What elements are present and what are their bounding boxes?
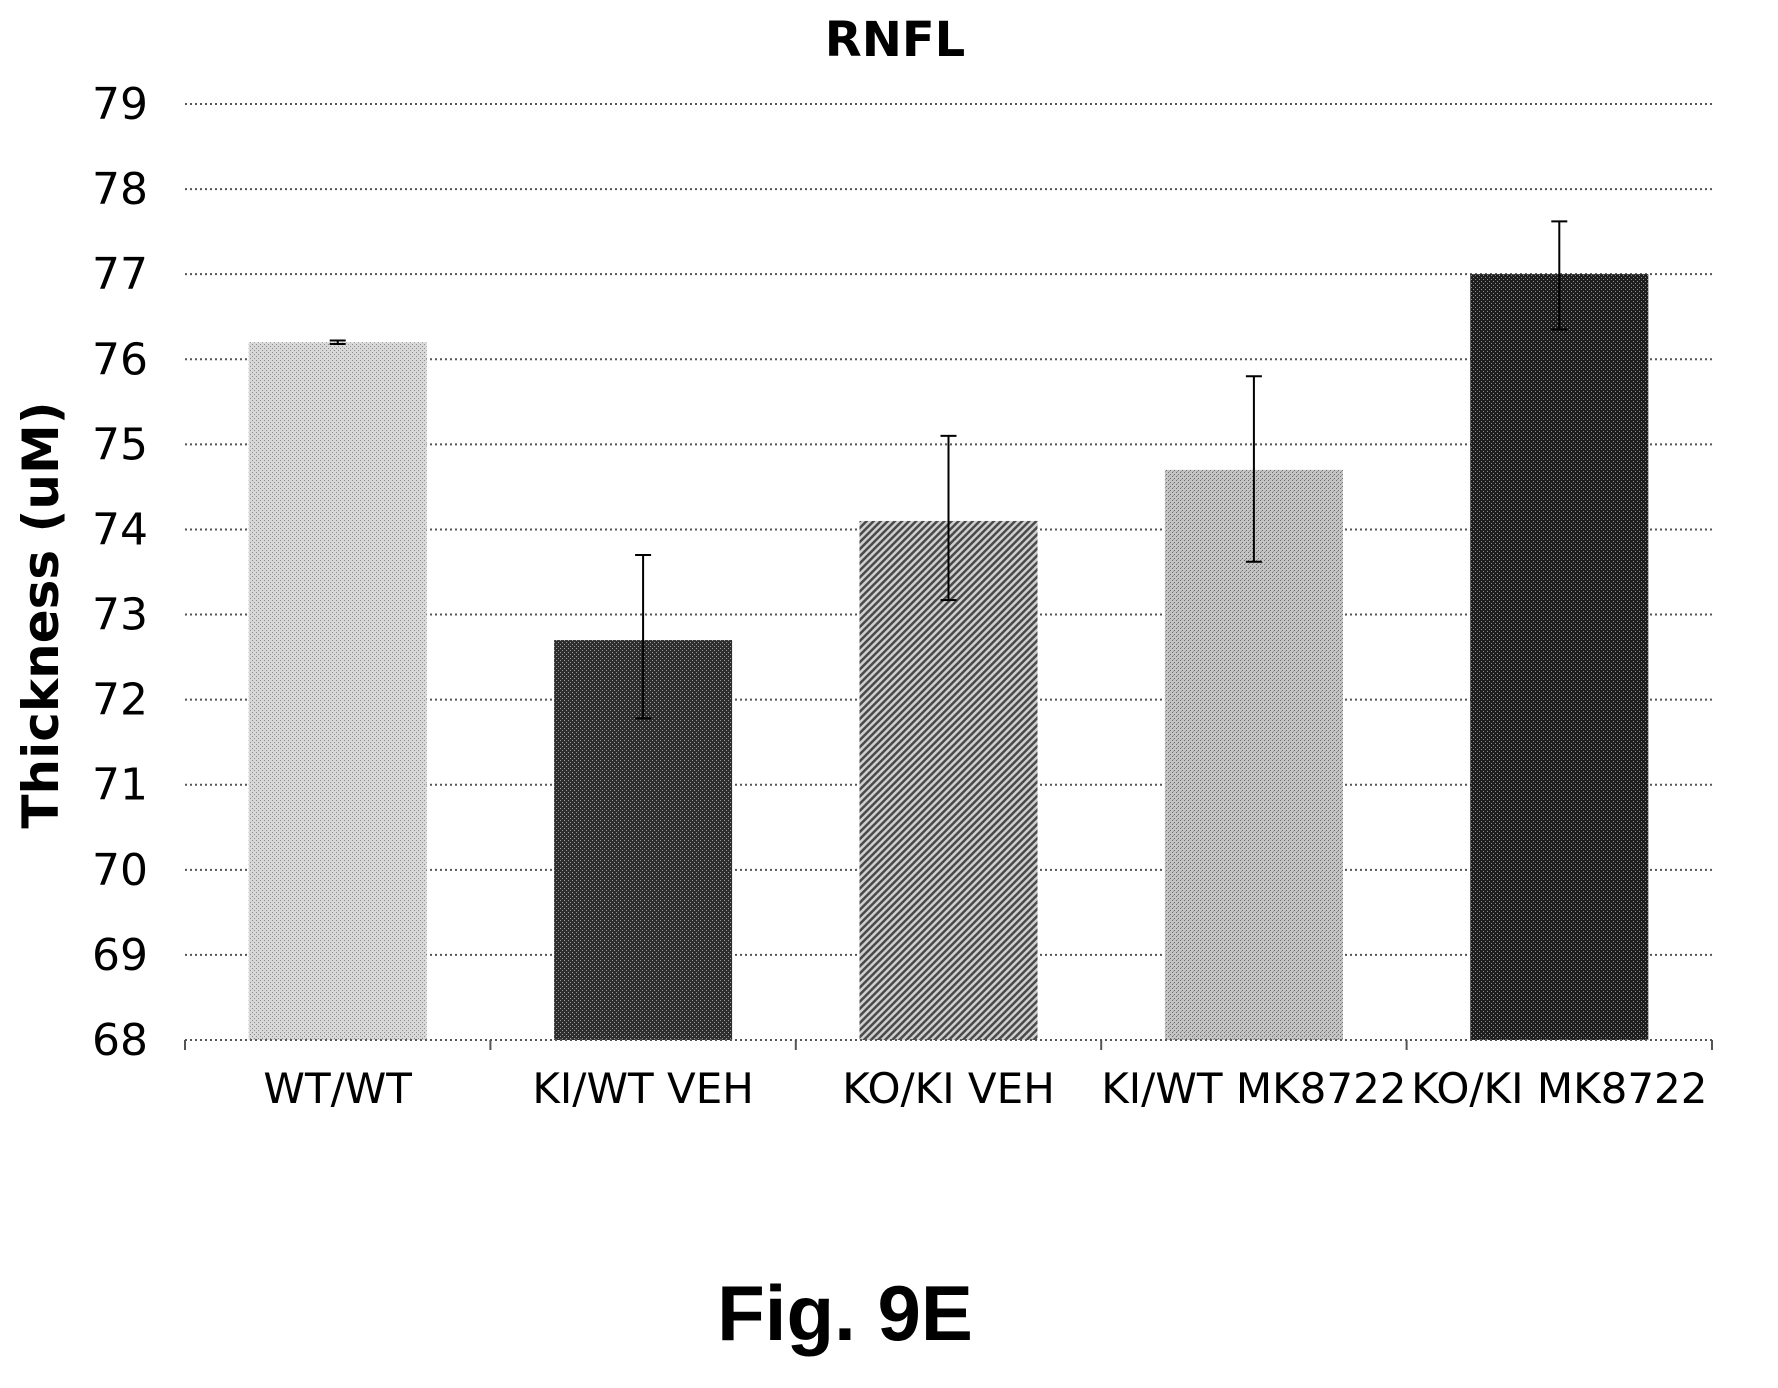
category-labels: WT/WT KI/WT VEH KO/KI VEH KI/WT MK8722 KO/KI…	[263, 1064, 1707, 1113]
y-tick-label: 72	[92, 675, 148, 726]
bar-4	[1470, 274, 1649, 1040]
category-label: KI/WT VEH	[532, 1064, 753, 1113]
y-tick-label: 71	[92, 760, 148, 811]
bar-3	[1164, 469, 1343, 1041]
bar-2	[859, 520, 1038, 1040]
y-tick-labels: 68 69 70 71 72 73 74 75 76 77 78 79	[92, 79, 148, 1066]
y-axis-label: Thickness (uM)	[12, 401, 70, 828]
y-tick-label: 73	[92, 590, 148, 641]
y-tick-label: 78	[92, 164, 148, 215]
bar-0	[248, 342, 427, 1041]
error-bar-0	[329, 339, 346, 345]
error-bar-3	[1245, 375, 1262, 563]
y-tick-label: 79	[92, 79, 148, 130]
y-tick-label: 75	[92, 419, 148, 470]
category-label: WT/WT	[263, 1064, 412, 1113]
y-tick-label: 77	[92, 249, 148, 300]
chart-title: RNFL	[825, 12, 966, 68]
category-label: KO/KI VEH	[842, 1064, 1055, 1113]
y-tick-label: 76	[92, 334, 148, 385]
error-bar-1	[635, 553, 652, 720]
y-tick-label: 68	[92, 1015, 148, 1066]
category-label: KI/WT MK8722	[1101, 1064, 1406, 1113]
error-bar-2	[940, 434, 957, 602]
y-tick-label: 70	[92, 845, 148, 896]
bars	[248, 274, 1649, 1041]
error-bars	[329, 220, 1568, 720]
y-tick-label: 69	[92, 930, 148, 981]
category-label: KO/KI MK8722	[1411, 1064, 1707, 1113]
figure-caption: Fig. 9E	[717, 1269, 973, 1357]
x-axis	[184, 1039, 1713, 1050]
y-tick-label: 74	[92, 504, 148, 555]
error-bar-4	[1551, 220, 1568, 331]
